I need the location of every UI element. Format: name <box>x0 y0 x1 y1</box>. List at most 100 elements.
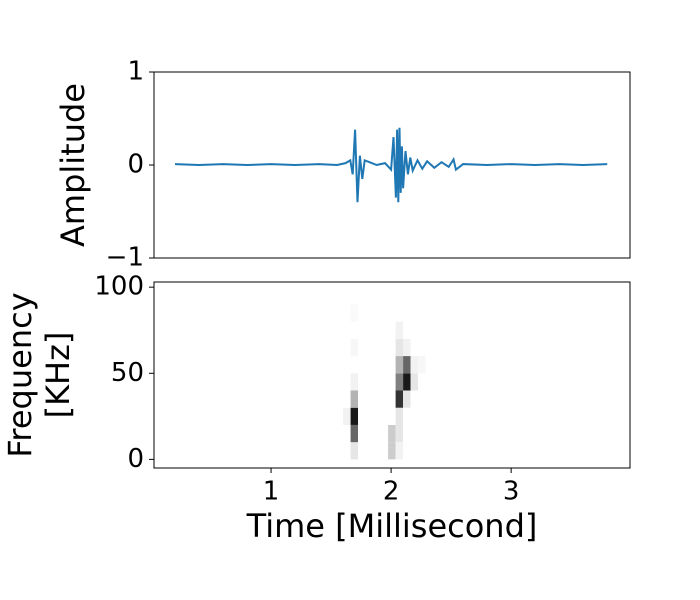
spectrogram-cell <box>418 407 426 425</box>
spectrogram-cell <box>343 304 351 322</box>
spectrogram-cell <box>425 442 434 460</box>
spectrogram-cell <box>418 321 426 339</box>
y-tick-label: 0 <box>127 444 144 474</box>
spectrogram-cell <box>425 424 434 443</box>
spectrogram-cell <box>455 338 464 357</box>
spectrogram-cell <box>350 304 359 322</box>
spectrogram-cell <box>403 424 411 443</box>
spectrogram-cell <box>410 356 419 374</box>
spectrogram-cell <box>373 338 381 357</box>
spectrogram-cell <box>380 356 389 374</box>
spectrogram-cell <box>395 304 404 322</box>
spectrogram-cell <box>388 373 396 391</box>
spectrogram-cell <box>433 424 441 443</box>
spectrogram-cell <box>418 356 426 374</box>
spectrogram-cell <box>373 321 381 339</box>
spectrogram-cell <box>440 373 449 391</box>
spectrogram-cell <box>373 304 381 322</box>
spectrogram-cell <box>380 442 389 460</box>
spectrogram-cell <box>365 407 374 425</box>
spectrogram-cell <box>455 356 464 374</box>
spectrogram-cell <box>343 373 351 391</box>
spectrogram-cell <box>380 287 389 305</box>
spectrogram-cell <box>358 304 366 322</box>
spectrogram-cell <box>388 424 396 443</box>
spectrogram-cell <box>425 356 434 374</box>
spectrogram-cell <box>343 390 351 408</box>
spectrogram-cell <box>343 321 351 339</box>
spectrogram-cell <box>380 304 389 322</box>
spectrogram-cell <box>388 287 396 305</box>
spectrogram-cell <box>373 356 381 374</box>
y-tick-label: 0 <box>127 150 144 180</box>
x-tick-label: 2 <box>383 477 400 507</box>
spectrogram-cell <box>358 424 366 443</box>
spectrogram-cell <box>388 338 396 357</box>
spectrogram-cell <box>403 321 411 339</box>
spectrogram-cell <box>418 390 426 408</box>
spectrogram-cell <box>388 321 396 339</box>
spectrogram-cell <box>455 442 464 460</box>
spectrogram-cell <box>350 390 359 408</box>
spectrogram-cell <box>365 338 374 357</box>
spectrogram-cell <box>403 373 411 391</box>
x-tick-label: 1 <box>263 477 280 507</box>
spectrogram-cell <box>373 390 381 408</box>
y-tick-label: −1 <box>106 243 144 273</box>
spectrogram-cell <box>343 407 351 425</box>
spectrogram-cell <box>403 287 411 305</box>
spectrogram-cell <box>410 424 419 443</box>
y-tick-label: 50 <box>111 358 144 388</box>
spectrogram-cell <box>433 407 441 425</box>
spectrogram-cell <box>425 321 434 339</box>
spectrogram-cell <box>455 407 464 425</box>
spectrogram-cell <box>350 373 359 391</box>
spectrogram-cell <box>358 390 366 408</box>
spectrogram-cell <box>343 287 351 305</box>
spectrogram-cell <box>373 442 381 460</box>
spectrogram-cell <box>373 407 381 425</box>
spectrogram-cell <box>403 407 411 425</box>
spectrogram-cell <box>380 321 389 339</box>
spectrogram-cell <box>358 338 366 357</box>
spectrogram-cell <box>343 424 351 443</box>
spectrogram-cell <box>350 356 359 374</box>
spectrogram-cell <box>418 338 426 357</box>
spectrogram-cell <box>425 373 434 391</box>
spectrogram-cell <box>455 321 464 339</box>
spectrogram-cell <box>448 390 456 408</box>
spectrogram-cell <box>440 424 449 443</box>
spectrogram-cell <box>395 321 404 339</box>
spectrogram-cell <box>350 321 359 339</box>
spectrogram-cell <box>418 424 426 443</box>
spectrogram-cell <box>433 338 441 357</box>
spectrogram-cell <box>433 287 441 305</box>
spectrogram-cell <box>395 338 404 357</box>
spectrogram-cell <box>365 424 374 443</box>
spectrogram-cell <box>440 390 449 408</box>
spectrogram-cell <box>448 373 456 391</box>
spectrogram-cell <box>380 373 389 391</box>
spectrogram-cell <box>425 390 434 408</box>
spectrogram-cell <box>395 407 404 425</box>
spectrogram-cell <box>395 287 404 305</box>
spectrogram-cell <box>365 287 374 305</box>
spectrogram-cell <box>395 390 404 408</box>
spectrogram-cell <box>358 373 366 391</box>
y-axis-label: Amplitude <box>54 83 92 247</box>
spectrogram-cell <box>358 287 366 305</box>
spectrogram-cell <box>373 287 381 305</box>
y-axis-label: Frequency <box>1 292 39 457</box>
spectrogram-cell <box>448 304 456 322</box>
spectrogram-cell <box>350 424 359 443</box>
spectrogram-cell <box>343 442 351 460</box>
spectrogram-cell <box>425 338 434 357</box>
spectrogram-cell <box>433 442 441 460</box>
spectrogram-cell <box>448 356 456 374</box>
spectrogram-cell <box>425 304 434 322</box>
spectrogram-cell <box>365 373 374 391</box>
spectrogram-cell <box>388 442 396 460</box>
spectrogram-cell <box>380 390 389 408</box>
spectrogram-cell <box>440 442 449 460</box>
spectrogram-cell <box>433 390 441 408</box>
